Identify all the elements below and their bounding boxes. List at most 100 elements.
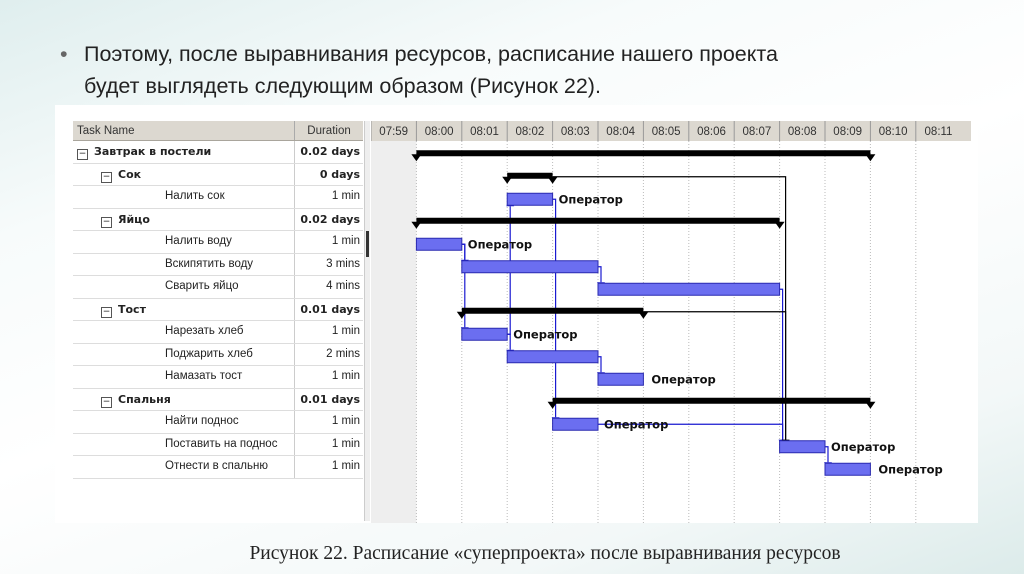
time-tick-label: 08:00 <box>425 126 454 138</box>
task-name: Поджарить хлеб <box>165 347 253 360</box>
bullet-dot: • <box>60 42 68 66</box>
duration-cell: 3 mins <box>326 257 360 270</box>
bullet-text: • Поэтому, после выравнивания ресурсов, … <box>60 38 982 102</box>
task-name-cell: Вскипятить воду <box>73 253 295 275</box>
task-name: Яйцо <box>118 212 150 226</box>
task-bar <box>461 260 599 274</box>
bullet-line-2: будет выглядеть следующим образом (Рисун… <box>84 74 601 98</box>
summary-start-marker <box>547 401 558 409</box>
summary-end-marker <box>774 221 785 229</box>
resource-label: Оператор <box>604 417 668 431</box>
table-row[interactable]: Поставить на поднос 1 min <box>73 433 363 456</box>
duration-cell: 1 min <box>331 437 360 450</box>
task-name: Сварить яйцо <box>165 280 239 292</box>
task-name: Завтрак в постели <box>94 145 212 158</box>
collapse-toggle-icon[interactable]: − <box>101 396 112 408</box>
chart-background <box>371 121 976 523</box>
task-bar <box>824 462 871 476</box>
duration-cell: 0.01 days <box>300 302 360 316</box>
table-row[interactable]: Найти поднос 1 min <box>73 411 363 434</box>
task-bar <box>779 440 826 454</box>
table-row[interactable]: Нарезать хлеб 1 min <box>73 321 363 344</box>
table-row[interactable]: − Яйцо 0.02 days <box>73 208 363 231</box>
summary-start-marker <box>411 221 422 229</box>
gantt-screenshot: Task Name Duration − Завтрак в постели 0.0… <box>55 105 978 523</box>
task-bar <box>506 350 599 364</box>
duration-cell: 1 min <box>331 460 360 472</box>
resource-label: Оператор <box>468 237 532 251</box>
collapse-toggle-icon[interactable]: − <box>101 306 112 318</box>
summary-start-marker <box>456 311 467 319</box>
resource-label: Оператор <box>651 372 715 386</box>
duration-cell: 4 mins <box>326 280 360 292</box>
table-row[interactable]: Налить воду 1 min <box>73 231 363 254</box>
duration-cell: 1 min <box>331 370 360 382</box>
task-name: Найти поднос <box>165 415 239 427</box>
task-bar <box>461 327 508 341</box>
time-tick-label: 08:10 <box>879 126 908 138</box>
collapse-toggle-icon[interactable]: − <box>77 149 88 160</box>
task-name-cell: − Сок <box>73 163 295 185</box>
summary-bar <box>416 217 780 224</box>
task-bar <box>552 417 599 431</box>
table-row[interactable]: − Завтрак в постели 0.02 days <box>73 141 363 164</box>
time-tick-label: 08:09 <box>833 126 862 138</box>
table-scrollbar[interactable] <box>364 121 370 521</box>
task-name-cell: Найти поднос <box>73 411 295 433</box>
task-name: Вскипятить воду <box>165 257 254 270</box>
task-name-cell: Поставить на поднос <box>73 433 295 455</box>
scrollbar-thumb[interactable] <box>366 231 369 257</box>
duration-cell: 1 min <box>331 325 360 337</box>
task-bar <box>415 237 463 251</box>
resource-label: Оператор <box>513 327 577 341</box>
time-tick-label: 08:04 <box>606 126 635 138</box>
time-tick-label: 08:02 <box>516 126 545 138</box>
task-name: Налить сок <box>165 190 225 202</box>
column-header-duration[interactable]: Duration <box>307 125 351 137</box>
summary-bar <box>416 150 871 157</box>
task-name-cell: Поджарить хлеб <box>73 343 295 365</box>
dependency-link <box>598 356 602 373</box>
table-row[interactable]: − Спальня 0.01 days <box>73 388 363 411</box>
summary-end-marker <box>638 311 649 319</box>
timescale-header <box>371 121 971 141</box>
task-name: Поставить на поднос <box>165 437 278 450</box>
table-row[interactable]: Отнести в спальню 1 min <box>73 456 363 479</box>
summary-bar <box>461 307 644 314</box>
task-name: Намазать тост <box>165 370 243 382</box>
task-bar <box>506 192 554 206</box>
table-row[interactable]: Намазать тост 1 min <box>73 366 363 389</box>
task-name-cell: − Завтрак в постели <box>73 141 295 163</box>
summary-end-marker <box>865 154 876 162</box>
table-row[interactable]: Налить сок 1 min <box>73 186 363 209</box>
table-header: Task Name Duration <box>73 121 363 141</box>
task-name-cell: Нарезать хлеб <box>73 321 295 343</box>
task-bar <box>597 282 781 296</box>
resource-label: Оператор <box>831 440 895 454</box>
duration-cell: 0 days <box>319 167 360 181</box>
task-name-cell: Сварить яйцо <box>73 276 295 298</box>
table-row[interactable]: − Тост 0.01 days <box>73 298 363 321</box>
time-tick-label: 07:59 <box>379 126 408 138</box>
task-name: Отнести в спальню <box>165 460 268 472</box>
table-row[interactable]: Сварить яйцо 4 mins <box>73 276 363 299</box>
resource-label: Оператор <box>878 462 942 476</box>
column-header-task-name[interactable]: Task Name <box>73 121 295 140</box>
duration-cell: 1 min <box>331 235 360 247</box>
table-row[interactable]: Поджарить хлеб 2 mins <box>73 343 363 366</box>
table-row[interactable]: − Сок 0 days <box>73 163 363 186</box>
dependency-link <box>825 446 829 463</box>
collapse-toggle-icon[interactable]: − <box>101 171 112 183</box>
gantt-chart: 07:59 08:00 08:01 08:02 08:03 08:04 08:05 08:06… <box>371 121 976 523</box>
dependency-link <box>552 198 557 418</box>
task-name: Спальня <box>118 392 171 406</box>
dependency-link <box>461 243 466 328</box>
table-row[interactable]: Вскипятить воду 3 mins <box>73 253 363 276</box>
task-name: Тост <box>118 302 146 316</box>
collapse-toggle-icon[interactable]: − <box>101 216 112 228</box>
dependency-link <box>598 266 602 283</box>
time-tick-label: 08:05 <box>652 126 681 138</box>
dependency-link <box>779 288 784 440</box>
duration-cell: 0.02 days <box>300 212 360 226</box>
task-name: Налить воду <box>165 235 232 247</box>
